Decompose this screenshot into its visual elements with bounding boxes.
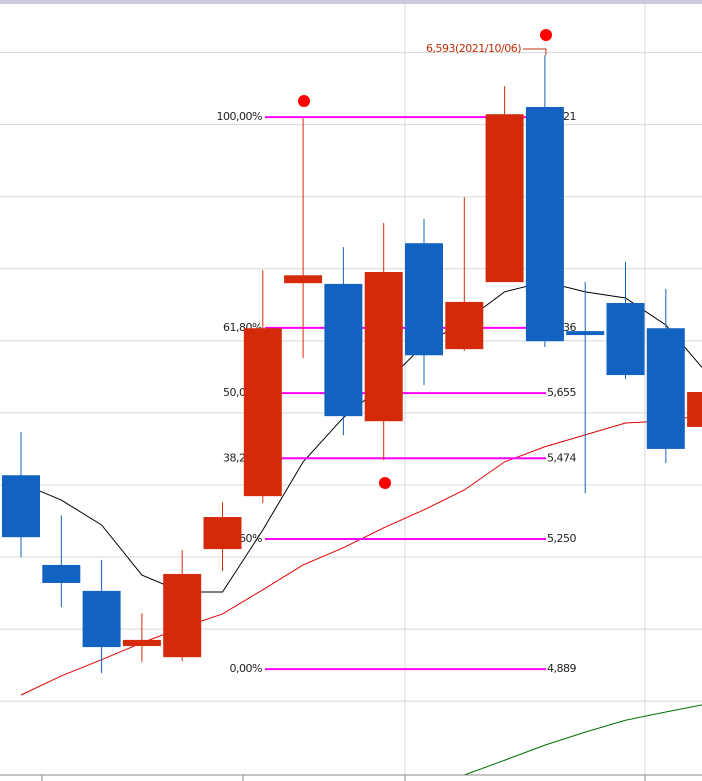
candle-body (606, 303, 645, 376)
fib-value: 5,474 (547, 451, 576, 464)
ma-line (20, 414, 702, 696)
fib-percent: 100,00% (217, 110, 262, 123)
grid (0, 52, 702, 702)
fib-value: 5,655 (547, 386, 576, 399)
signal-dot (379, 477, 391, 489)
ma-line (20, 281, 702, 593)
candle-body (405, 243, 443, 356)
fib-percent: 0,00% (230, 662, 262, 675)
candle-body (42, 564, 81, 583)
candles (2, 55, 702, 674)
top-border (0, 0, 702, 4)
candle-body (687, 392, 702, 427)
candle-body (485, 114, 524, 283)
candle-body (566, 331, 605, 336)
candle-body (243, 328, 282, 497)
candle-body (445, 301, 484, 350)
candle-body (122, 639, 161, 647)
candle-body (82, 590, 121, 648)
candle-body (364, 272, 403, 422)
annotation-arrow (523, 48, 547, 56)
candle-body (284, 275, 323, 284)
signal-dot (540, 29, 552, 41)
candle-body (203, 517, 242, 550)
candle-body (2, 475, 40, 538)
candle-body (525, 107, 564, 342)
fib-value: 5,250 (547, 532, 576, 545)
candle-body (324, 283, 363, 417)
high-annotation: 6,593(2021/10/06) (426, 42, 521, 55)
annotation: 6,593(2021/10/06) (426, 42, 547, 56)
signal-dot (298, 95, 310, 107)
ma-line (464, 704, 702, 776)
candle-body (646, 328, 685, 449)
fib-value: 4,889 (547, 662, 576, 675)
candle-body (163, 573, 202, 658)
